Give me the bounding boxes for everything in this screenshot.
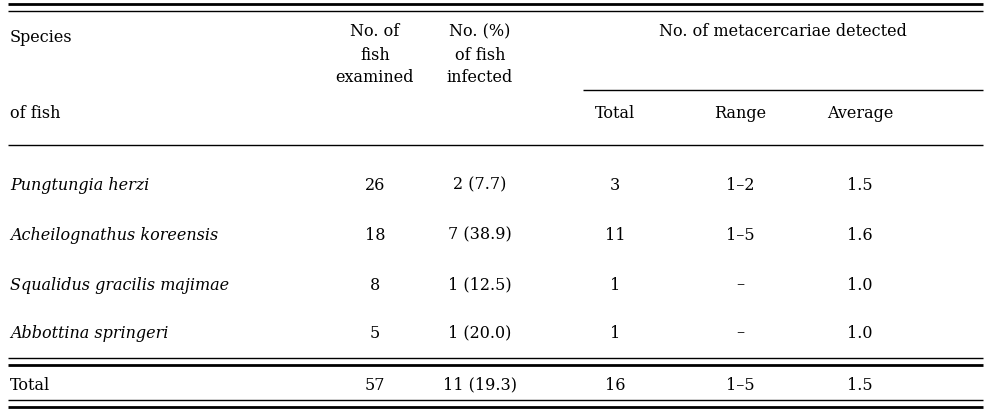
Text: Species: Species	[10, 30, 72, 46]
Text: 1.5: 1.5	[847, 176, 873, 194]
Text: Abbottina springeri: Abbottina springeri	[10, 325, 168, 342]
Text: –: –	[736, 277, 744, 293]
Text: 5: 5	[370, 325, 381, 342]
Text: 1 (12.5): 1 (12.5)	[448, 277, 511, 293]
Text: 2 (7.7): 2 (7.7)	[453, 176, 506, 194]
Text: 1 (20.0): 1 (20.0)	[448, 325, 511, 342]
Text: 11 (19.3): 11 (19.3)	[443, 376, 517, 393]
Text: 1: 1	[609, 325, 620, 342]
Text: 26: 26	[365, 176, 385, 194]
Text: –: –	[736, 325, 744, 342]
Text: 18: 18	[365, 226, 385, 243]
Text: fish: fish	[360, 46, 389, 64]
Text: 1–2: 1–2	[725, 176, 754, 194]
Text: 16: 16	[605, 376, 625, 393]
Text: Average: Average	[826, 104, 893, 122]
Text: 11: 11	[605, 226, 625, 243]
Text: of fish: of fish	[455, 46, 505, 64]
Text: 3: 3	[609, 176, 620, 194]
Text: 1.0: 1.0	[847, 325, 873, 342]
Text: 1.6: 1.6	[847, 226, 873, 243]
Text: 1–5: 1–5	[725, 376, 754, 393]
Text: Squalidus gracilis majimae: Squalidus gracilis majimae	[10, 277, 229, 293]
Text: 1: 1	[609, 277, 620, 293]
Text: No. of: No. of	[351, 23, 399, 41]
Text: examined: examined	[336, 69, 414, 86]
Text: No. (%): No. (%)	[449, 23, 510, 41]
Text: 8: 8	[370, 277, 381, 293]
Text: No. of metacercariae detected: No. of metacercariae detected	[659, 23, 907, 41]
Text: of fish: of fish	[10, 104, 60, 122]
Text: 1.0: 1.0	[847, 277, 873, 293]
Text: Pungtungia herzi: Pungtungia herzi	[10, 176, 150, 194]
Text: 1.5: 1.5	[847, 376, 873, 393]
Text: Range: Range	[714, 104, 766, 122]
Text: infected: infected	[447, 69, 513, 86]
Text: 57: 57	[365, 376, 385, 393]
Text: 1–5: 1–5	[725, 226, 754, 243]
Text: Total: Total	[595, 104, 635, 122]
Text: 7 (38.9): 7 (38.9)	[448, 226, 512, 243]
Text: Total: Total	[10, 376, 51, 393]
Text: Acheilognathus koreensis: Acheilognathus koreensis	[10, 226, 218, 243]
